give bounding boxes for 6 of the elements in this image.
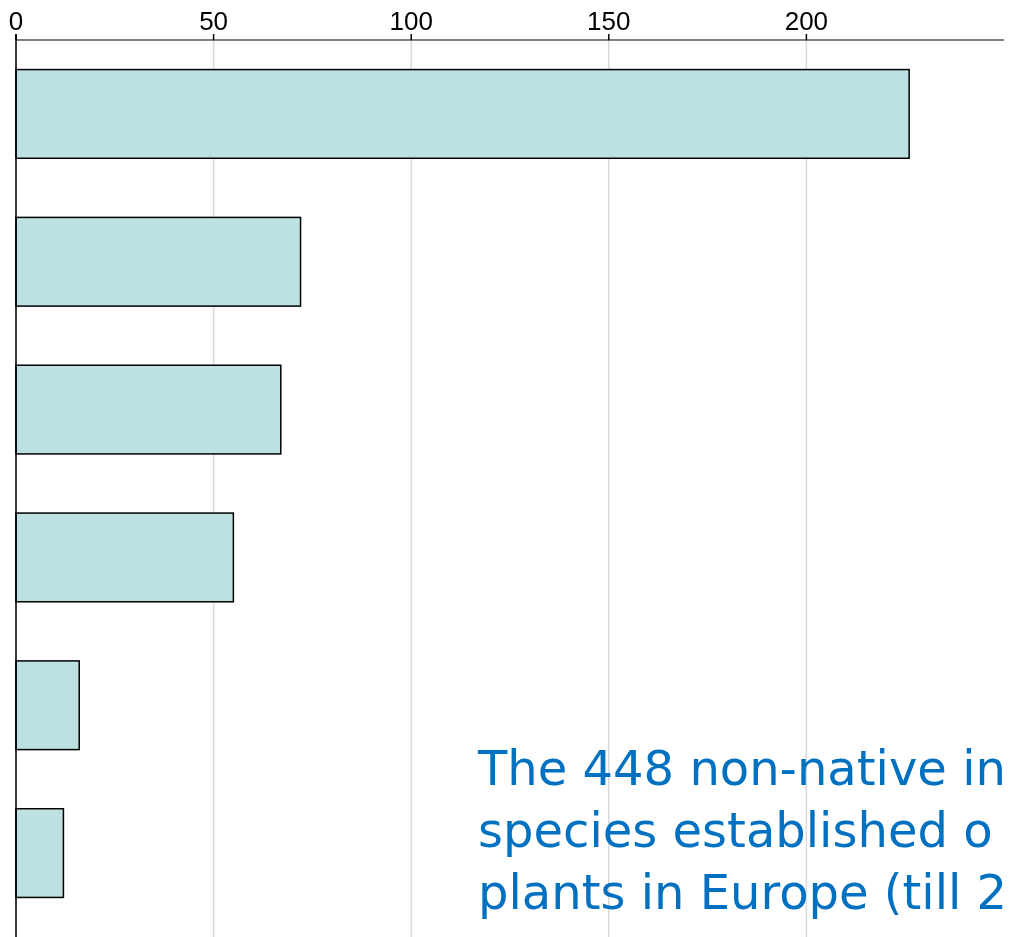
x-tick-label: 100 <box>389 6 433 36</box>
x-tick-label: 50 <box>199 6 229 36</box>
annotation: The 448 non-native in species established o plants in Europe (till 2 <box>477 740 1008 920</box>
x-tick-label: 200 <box>784 6 829 36</box>
x-tick-label: 150 <box>587 6 631 36</box>
x-tick-label: 0 <box>8 6 24 36</box>
